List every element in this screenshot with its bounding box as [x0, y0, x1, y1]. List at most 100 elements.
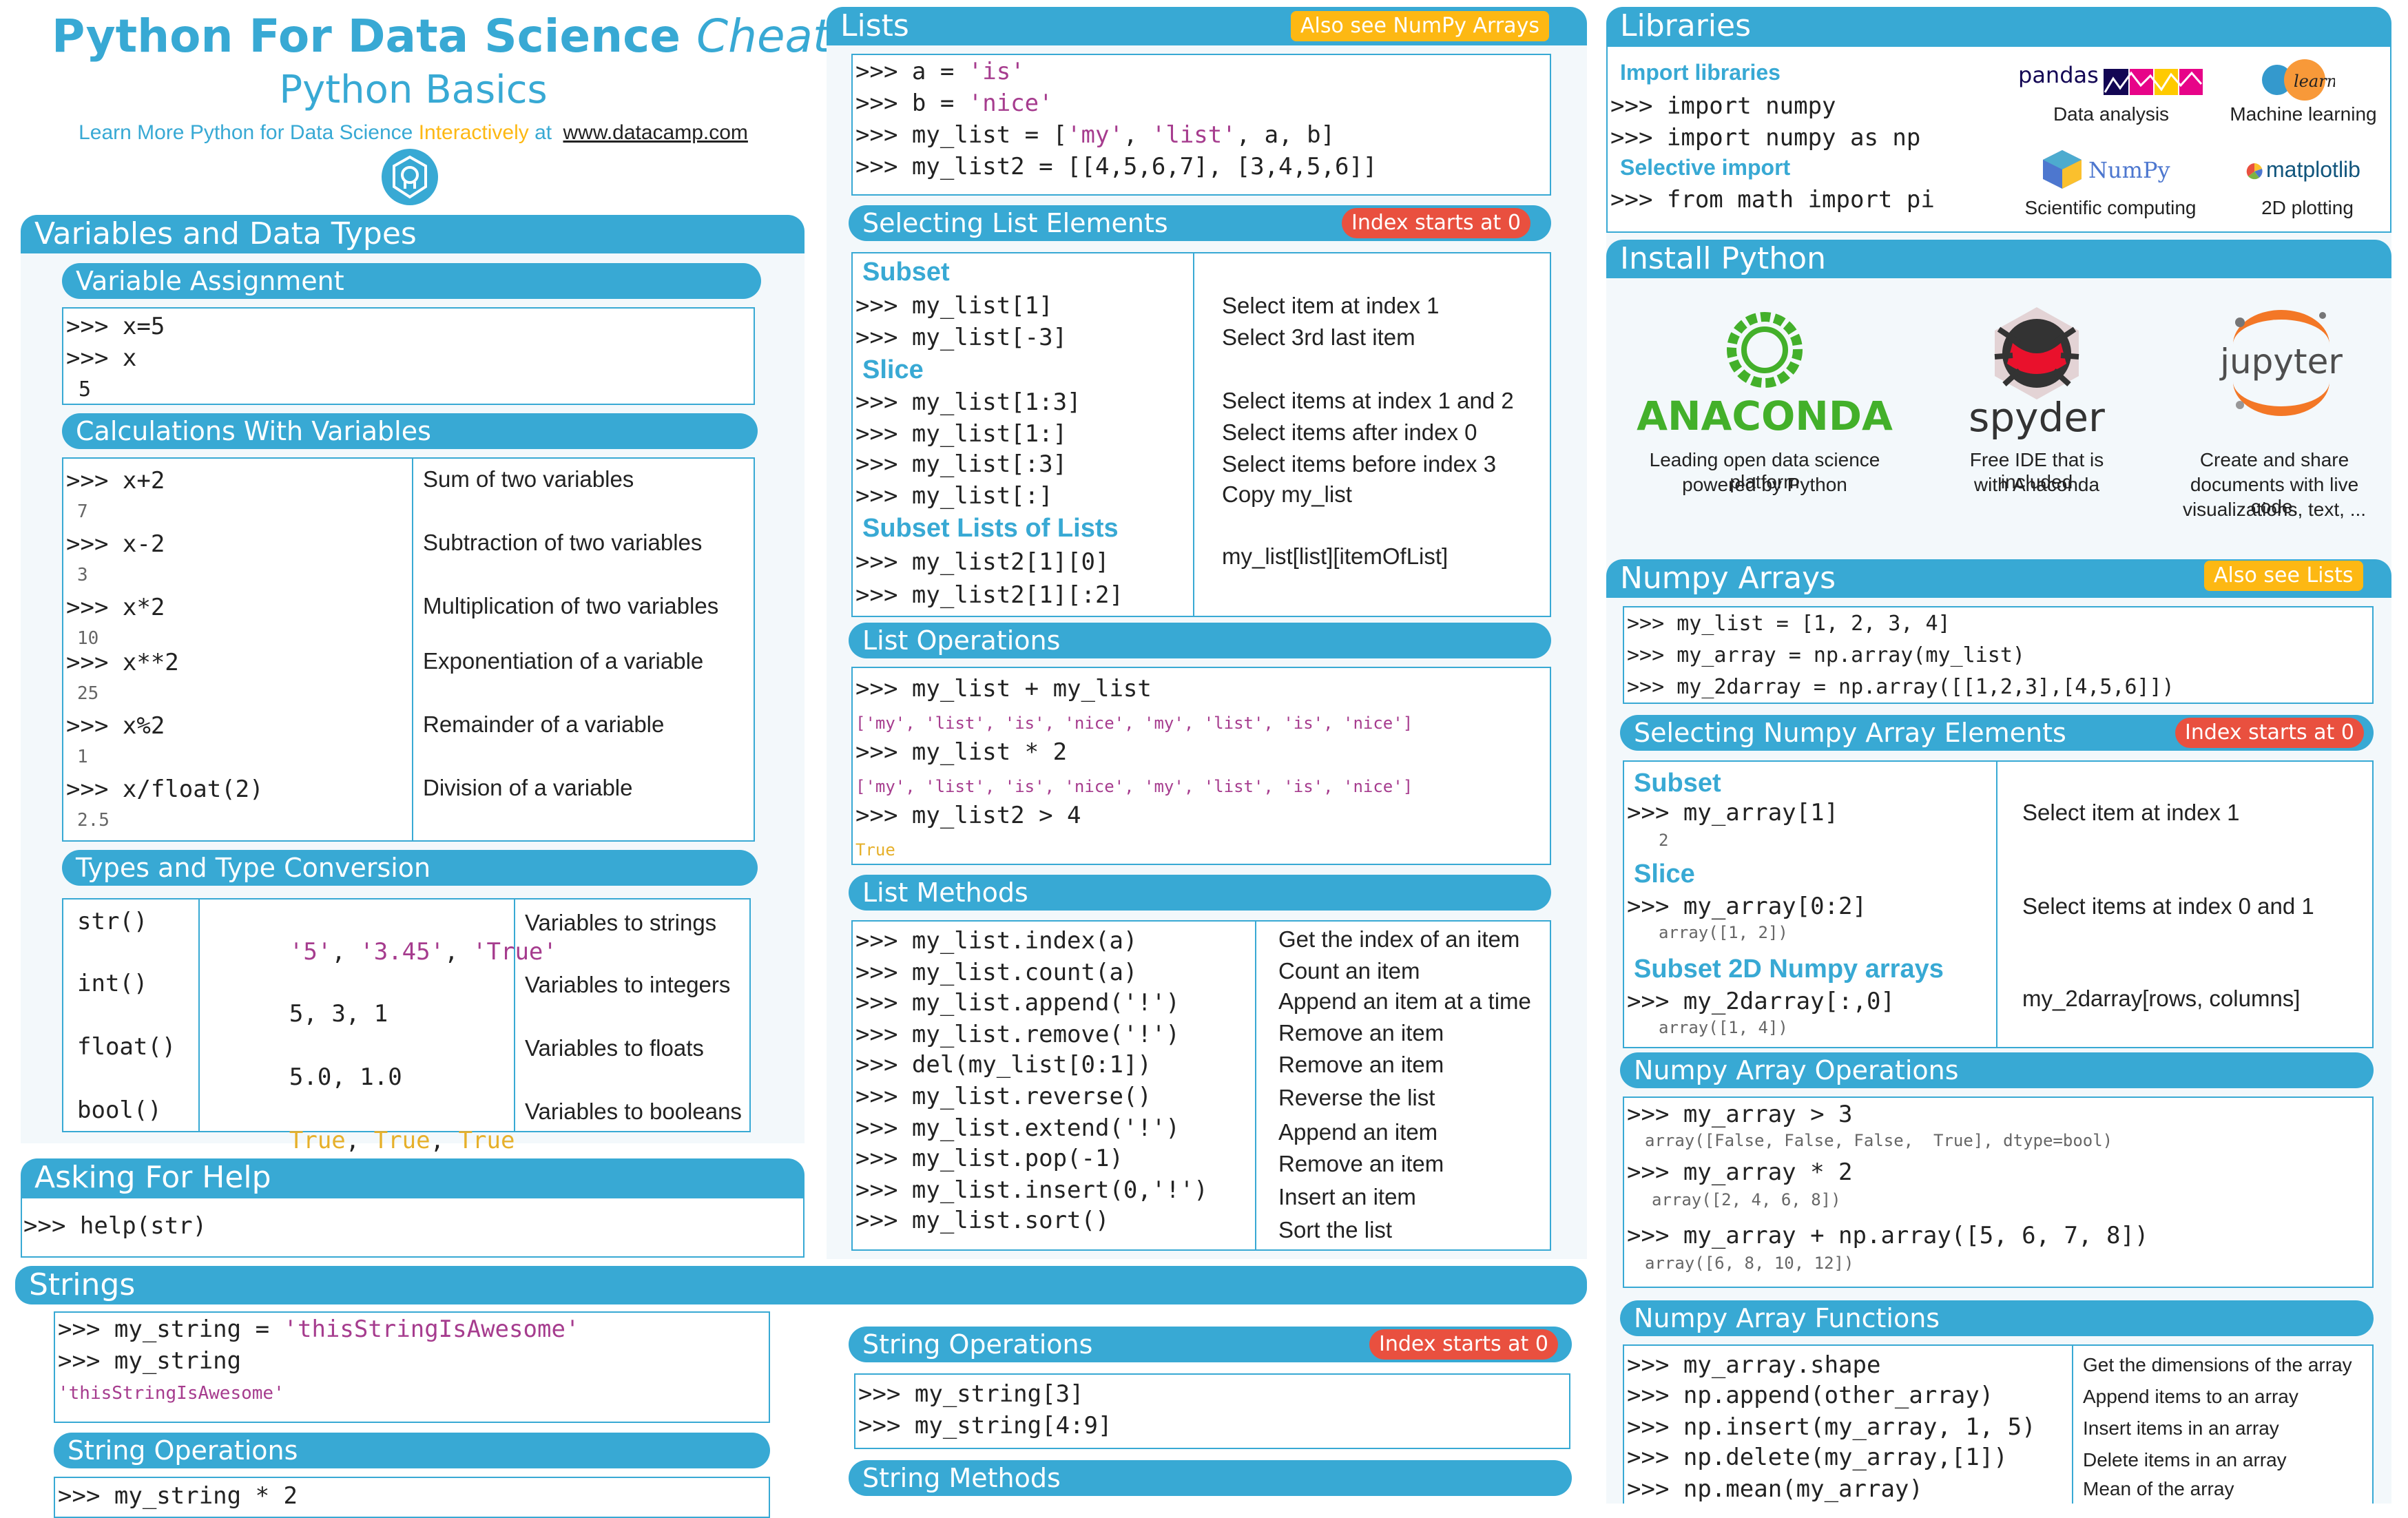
numpy-name: NumPy: [2088, 157, 2170, 183]
value: 'True': [473, 938, 557, 966]
code-line: >>> my_list2[1][:2]: [855, 581, 1123, 609]
code-line: >>> my_list[-3]: [855, 324, 1068, 351]
spyder-caption-2: with Anaconda: [1973, 474, 2100, 495]
anaconda-name: ANACONDA: [1637, 393, 1893, 439]
code-line: >>> my_list[1:]: [855, 420, 1068, 448]
spyder-caption-1: Free IDE that is included: [1969, 449, 2104, 492]
jupyter-caption-3: visualizations, text, ...: [2182, 499, 2367, 520]
anaconda-logo[interactable]: [1723, 309, 1806, 391]
code-line: >>> my_list = [1, 2, 3, 4]: [1627, 612, 1951, 636]
subset-lists-label: Subset Lists of Lists: [862, 514, 1119, 543]
pandas-logo: pandas: [2018, 62, 2204, 101]
value: 1: [373, 1000, 388, 1028]
jupyter-logo[interactable]: jupyter: [2212, 302, 2350, 426]
sklearn-name: learn: [2294, 72, 2335, 91]
code-output: 25: [77, 683, 99, 704]
description: Append items to an array: [2083, 1386, 2298, 1407]
code-line: >>> my_array = np.array(my_list): [1627, 643, 2025, 667]
anaconda-caption-1: Leading open data science platform: [1649, 449, 1880, 492]
code-output: 3: [77, 565, 88, 585]
description: Insert items in an array: [2083, 1417, 2279, 1439]
function-name: int(): [77, 970, 148, 997]
code-line: >>> my_array > 3: [1627, 1101, 1853, 1128]
selecting-list-box: Subset >>> my_list[1] Select item at ind…: [851, 252, 1551, 617]
learn-at: at: [534, 121, 552, 144]
code-line: >>> b = 'nice': [855, 88, 1053, 118]
code-line: >>> my_string[4:9]: [858, 1412, 1112, 1439]
code-line: >>> my_string * 2: [58, 1482, 298, 1510]
code-line: >>> my_list = ['my', 'list', a, b]: [855, 120, 1335, 150]
string-methods-header: String Methods: [849, 1460, 1572, 1496]
code-prefix: >>> my_string =: [58, 1316, 284, 1343]
description: Reverse the list: [1278, 1085, 1435, 1110]
help-box: >>> help(str): [21, 1197, 805, 1258]
code-prefix: >>> my_list = [: [855, 121, 1068, 149]
code-line: >>> my_2darray = np.array([[1,2,3],[4,5,…: [1627, 675, 2175, 699]
code-line: >>> my_array + np.array([5, 6, 7, 8]): [1627, 1222, 2149, 1249]
code-line: >>> x+2: [66, 467, 165, 495]
learn-prefix: Learn More Python for Data Science: [79, 121, 413, 144]
numpy-functions-header: Numpy Array Functions: [1620, 1300, 2374, 1336]
code-line: >>> import numpy: [1610, 92, 1836, 120]
index-start-tag: Index starts at 0: [1369, 1329, 1558, 1360]
datacamp-logo: [380, 147, 439, 207]
page-subtitle: Python Basics: [279, 67, 548, 112]
description: Select items after index 0: [1222, 419, 1477, 445]
import-label: Import libraries: [1620, 60, 1781, 85]
code-line: >>> x-2: [66, 530, 165, 558]
numpy-caption: Scientific computing: [2024, 197, 2197, 218]
function-name: float(): [77, 1033, 176, 1061]
code-line: >>> my_list.remove('!'): [855, 1021, 1180, 1048]
help-header: Asking For Help: [21, 1158, 805, 1197]
value: 3: [331, 1000, 346, 1028]
values: 5.0, 1.0: [289, 1063, 402, 1091]
code-line: >>> import numpy as np: [1610, 124, 1921, 152]
matplotlib-logo: matplotlib: [2245, 157, 2383, 187]
jupyter-caption-1: Create and share: [2199, 449, 2349, 470]
description: Append an item: [1278, 1119, 1438, 1145]
description: Get the index of an item: [1278, 926, 1520, 952]
values: '5', '3.45', 'True': [289, 938, 557, 966]
selective-label: Selective import: [1620, 155, 1791, 180]
code-line: >>> np.append(other_array): [1627, 1382, 1994, 1409]
variable-assignment-box: >>> x=5 >>> x 5: [62, 307, 755, 405]
spyder-name: spyder: [1969, 394, 2105, 441]
description: Insert an item: [1278, 1184, 1416, 1209]
code-output: 5: [66, 377, 92, 402]
code-line: >>> np.delete(my_array,[1]): [1627, 1444, 2008, 1471]
string-operations-header: String Operations: [54, 1433, 770, 1468]
calculations-box: >>> x+2 7 Sum of two variables >>> x-2 3…: [62, 457, 755, 842]
types-header: Types and Type Conversion: [62, 850, 758, 886]
description: Multiplication of two variables: [423, 593, 719, 618]
pandas-name: pandas: [2018, 62, 2099, 88]
code-line: >>> x*2: [66, 594, 165, 621]
code-line: >>> help(str): [23, 1212, 207, 1240]
selecting-numpy-box: Subset >>> my_array[1] 2 Select item at …: [1623, 760, 2374, 1048]
code-line: >>> my_array.shape: [1627, 1351, 1881, 1379]
strings-header: Strings: [15, 1266, 1587, 1304]
values: 5, 3, 1: [289, 1000, 388, 1028]
index-start-tag: Index starts at 0: [1342, 208, 1530, 238]
list-methods-header: List Methods: [849, 875, 1551, 911]
description: Remove an item: [1278, 1020, 1444, 1046]
code-line: >>> x**2: [66, 649, 179, 676]
description: Sum of two variables: [423, 466, 634, 492]
code-output: array([1, 2]): [1659, 923, 1788, 942]
code-line: >>> my_list[1]: [855, 292, 1053, 320]
code-line: >>> np.insert(my_array, 1, 5): [1627, 1413, 2036, 1441]
code-line: >>> my_2darray[:,0]: [1627, 988, 1895, 1015]
function-name: bool(): [77, 1096, 162, 1124]
description: Remainder of a variable: [423, 711, 665, 737]
code-line: >>> from math import pi: [1610, 186, 1935, 214]
matplotlib-caption: 2D plotting: [2261, 197, 2354, 218]
code-line: >>> my_list.pop(-1): [855, 1145, 1123, 1172]
code-line: >>> my_list2[1][0]: [855, 548, 1110, 576]
spyder-logo[interactable]: [1985, 302, 2088, 405]
install-panel: ANACONDA Leading open data science platf…: [1606, 278, 2391, 545]
code-line: >>> np.mean(my_array): [1627, 1475, 1923, 1503]
code-line: >>> del(my_list[0:1]): [855, 1051, 1152, 1079]
strings-box: >>> my_string = 'thisStringIsAwesome' >>…: [54, 1311, 770, 1423]
jupyter-caption-2: documents with live code,: [2190, 474, 2359, 517]
install-header: Install Python: [1606, 240, 2391, 278]
datacamp-link[interactable]: www.datacamp.com: [563, 121, 748, 144]
